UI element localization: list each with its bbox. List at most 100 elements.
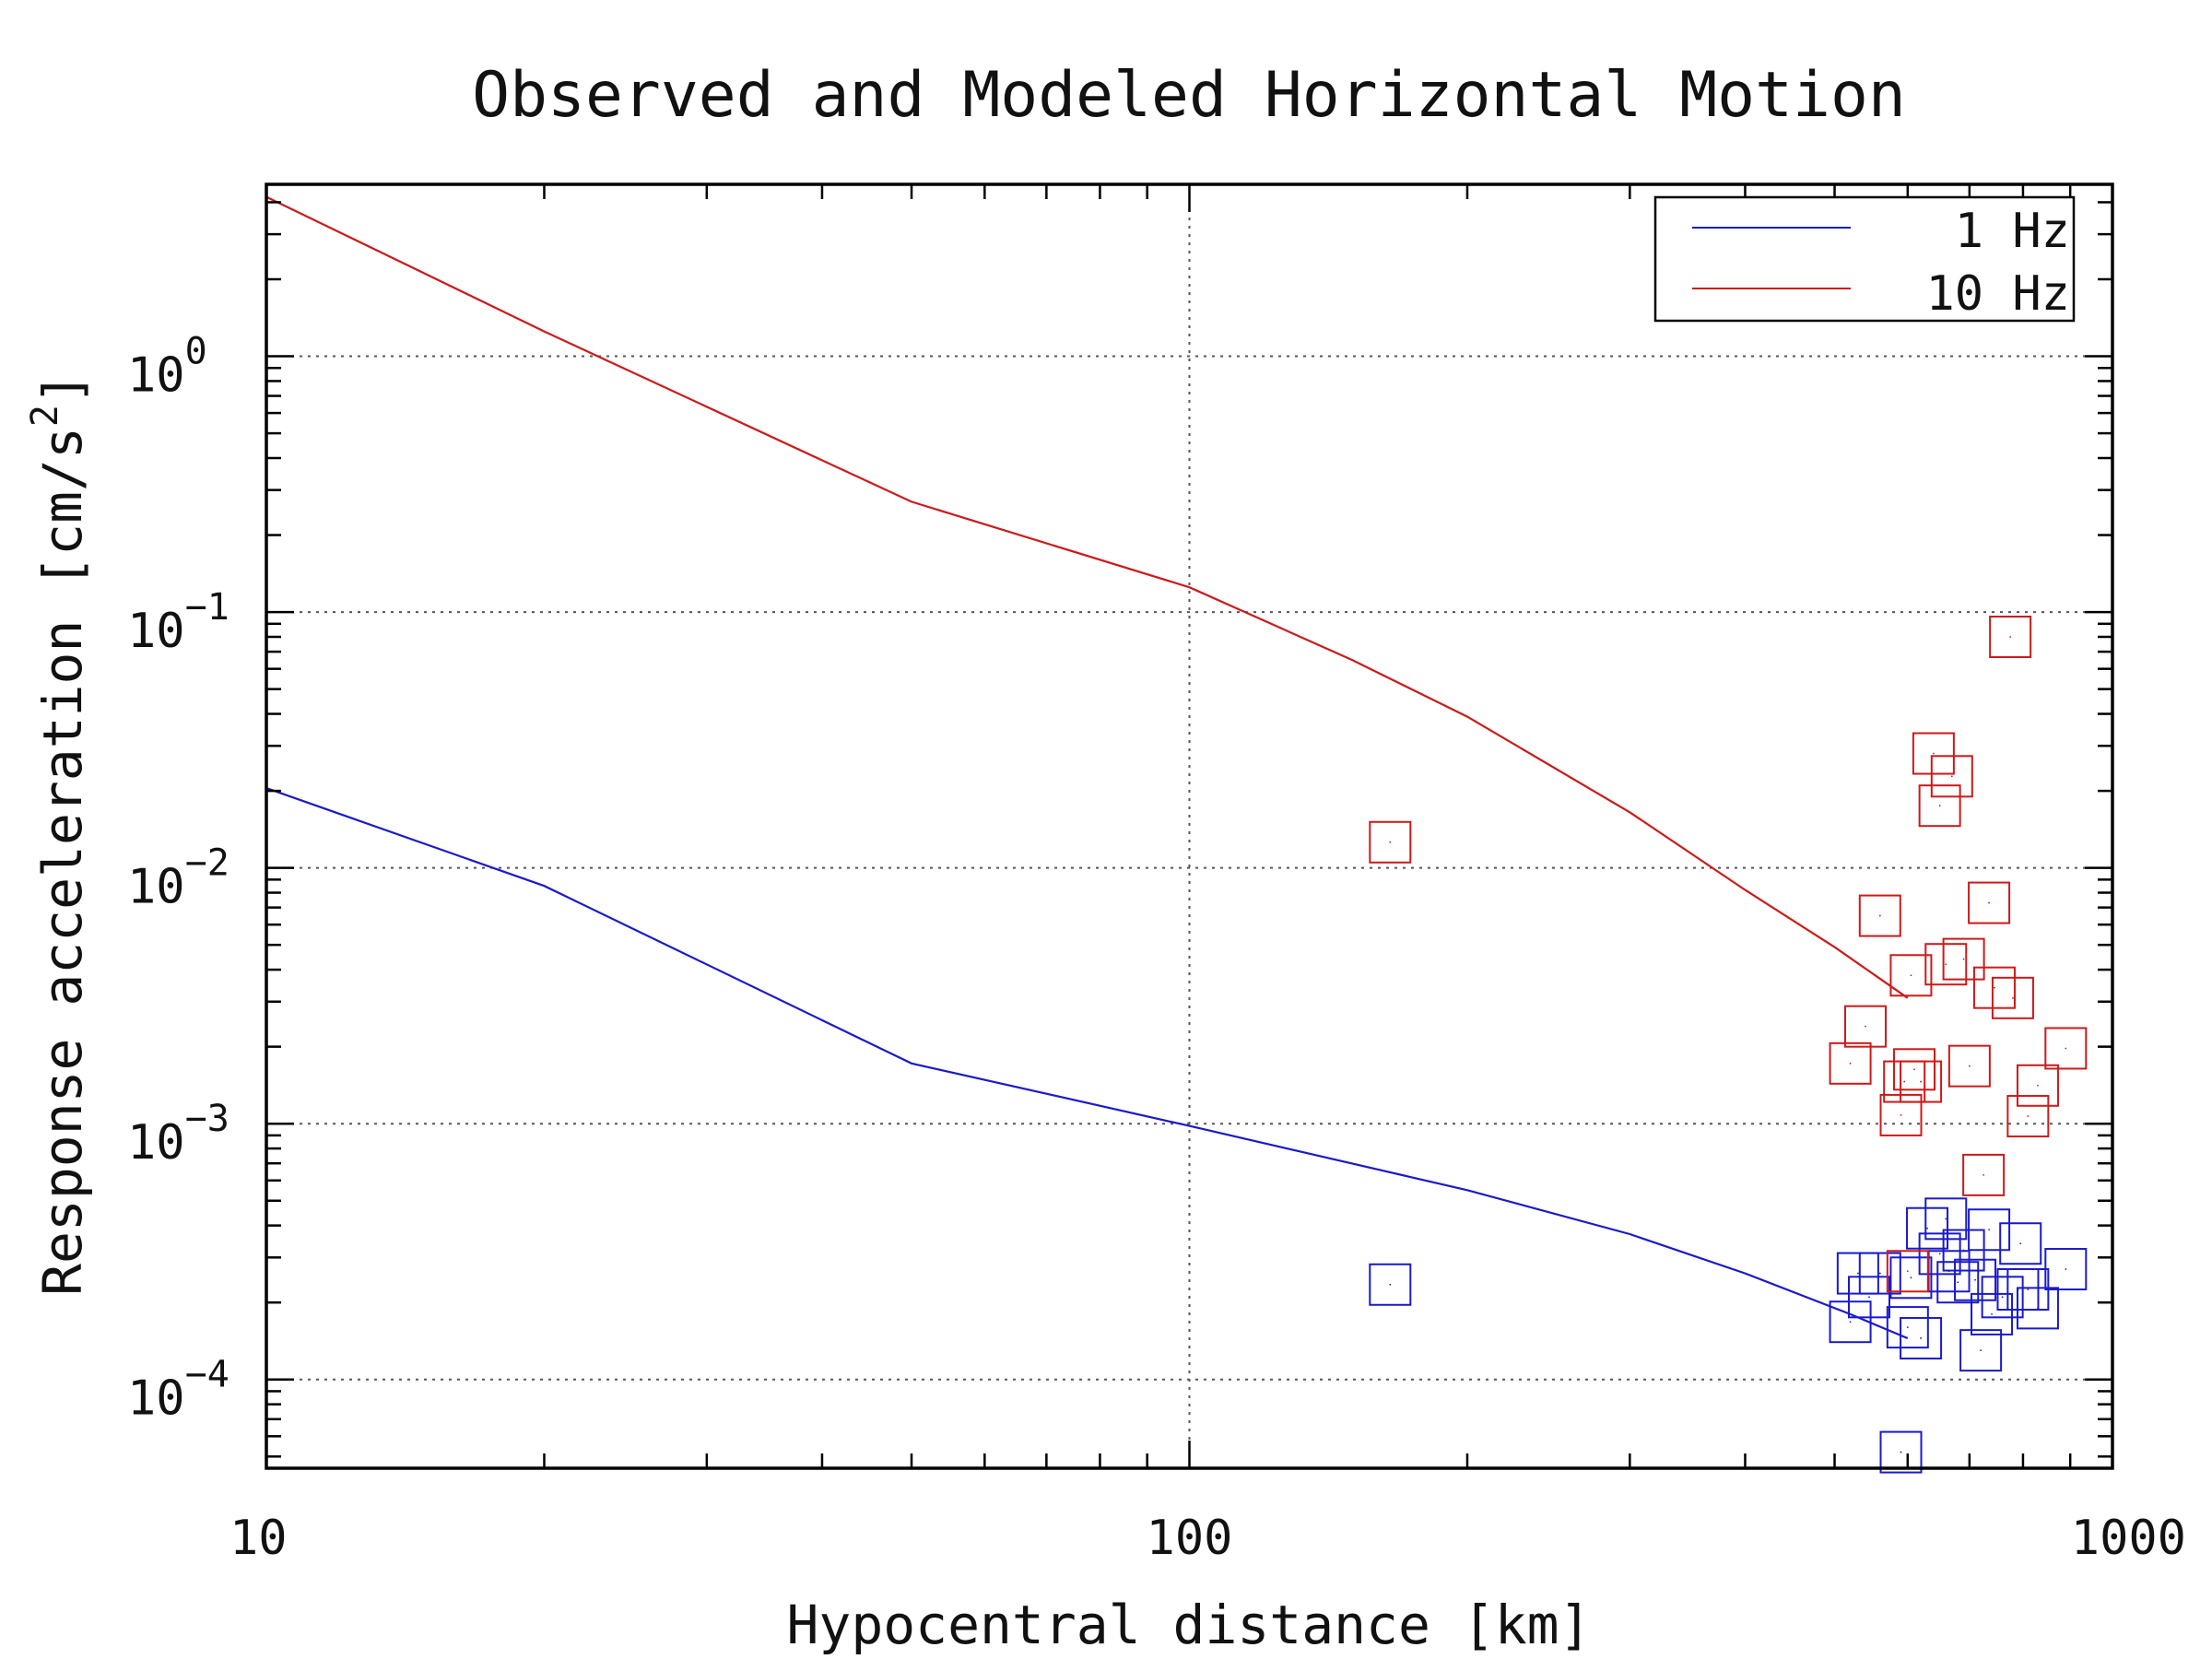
observation-center-dot (1913, 1068, 1915, 1071)
x-tick-label: 1000 (2071, 1511, 2186, 1566)
y-tick-label: 10−1 (127, 586, 229, 659)
observation-marker (1930, 755, 1973, 798)
observation-marker (1942, 937, 1985, 981)
observation-marker (1906, 1206, 1949, 1250)
observation-marker (2016, 1064, 2059, 1107)
observation-center-dot (1938, 805, 1941, 807)
observation-center-dot (2065, 1047, 2067, 1050)
observation-marker (1972, 966, 2016, 1009)
observation-marker (1936, 1261, 1980, 1304)
observation-center-dot (1957, 1281, 1959, 1284)
grid-lines (266, 184, 2112, 1468)
observation-center-dot (1906, 1326, 1909, 1328)
observation-center-dot (1878, 914, 1881, 917)
observation-markers (1369, 615, 2088, 1474)
observation-marker (1968, 881, 2011, 924)
observation-center-dot (1878, 1272, 1881, 1275)
observation-marker (1900, 1316, 1943, 1359)
observation-center-dot (1988, 901, 1990, 904)
legend-box (1653, 195, 2076, 323)
observation-center-dot (1903, 1080, 1906, 1083)
observation-center-dot (1849, 1321, 1852, 1324)
observation-center-dot (1900, 1451, 1902, 1453)
observation-marker (1971, 1292, 2014, 1335)
observation-center-dot (2009, 636, 2012, 638)
observation-center-dot (1906, 1270, 1909, 1273)
model-lines (265, 195, 1909, 1340)
y-tick-label: 10−2 (127, 842, 229, 915)
observation-center-dot (1900, 1114, 1902, 1116)
observation-center-dot (1910, 1277, 1912, 1279)
x-tick-label: 10 (229, 1511, 288, 1566)
observation-center-dot (1980, 1349, 1983, 1352)
observation-center-dot (2019, 1242, 2022, 1245)
observation-marker (1918, 784, 1961, 828)
observation-center-dot (1868, 1296, 1870, 1299)
observation-marker (1962, 1153, 2006, 1196)
y-tick-label: 100 (127, 331, 207, 404)
observation-marker (1848, 1276, 1891, 1319)
legend-label-1hz: 1 Hz (1955, 204, 2070, 259)
x-tick-labels: 10 100 1000 (229, 1511, 2186, 1566)
observation-center-dot (2027, 1288, 2030, 1290)
observation-center-dot (2037, 1084, 2039, 1087)
observation-marker (1989, 615, 2032, 658)
y-axis-label-text: Response acceleration [cm/s (31, 427, 94, 1296)
observation-center-dot (1988, 1229, 1990, 1231)
observation-marker (1886, 1250, 1929, 1293)
y-axis-label: Response acceleration [cm/s2] (24, 372, 94, 1296)
observation-center-dot (1968, 1065, 1971, 1067)
observation-center-dot (1856, 1272, 1859, 1275)
observation-center-dot (1920, 1337, 1922, 1339)
observation-marker (1991, 976, 2034, 1019)
observation-marker (1836, 1252, 1879, 1295)
y-tick-labels: 100 10−1 10−2 10−3 10−4 (127, 331, 229, 1427)
observation-center-dot (1945, 1218, 1947, 1220)
observation-center-dot (1991, 1312, 1993, 1315)
observation-marker (1369, 1263, 1412, 1306)
observation-center-dot (2001, 1296, 2004, 1299)
observation-center-dot (1389, 841, 1392, 843)
observation-center-dot (1945, 963, 1947, 966)
observation-center-dot (1983, 1173, 1985, 1176)
observation-center-dot (1910, 974, 1912, 977)
observation-marker (2044, 1248, 2088, 1291)
observation-marker (1912, 732, 1955, 775)
x-tick-label: 100 (1147, 1511, 1233, 1566)
observation-center-dot (1962, 958, 1965, 960)
observation-marker (1858, 1252, 1901, 1295)
observation-marker (1942, 1229, 1985, 1272)
legend: 1 Hz 10 Hz (1653, 195, 2076, 323)
observation-marker (1893, 1048, 1936, 1091)
observation-center-dot (1920, 1080, 1922, 1083)
observation-marker (2016, 1287, 2059, 1330)
observation-center-dot (1865, 1025, 1866, 1028)
observation-center-dot (1932, 752, 1935, 755)
observation-marker (1924, 943, 1968, 986)
observation-center-dot (1389, 1283, 1392, 1286)
observation-marker (1843, 1005, 1887, 1048)
legend-label-10hz: 10 Hz (1925, 266, 2070, 322)
y-axis-label-exponent: 2 (24, 405, 66, 427)
observation-center-dot (1938, 1253, 1941, 1255)
y-tick-label: 10−4 (127, 1354, 229, 1427)
observation-center-dot (1974, 1278, 1976, 1281)
observation-center-dot (1994, 986, 1995, 989)
y-tick-label: 10−3 (127, 1098, 229, 1171)
observation-marker (1959, 1329, 2003, 1372)
observation-marker (1981, 1276, 2024, 1319)
observation-center-dot (1950, 775, 1953, 778)
observation-center-dot (1849, 1062, 1852, 1065)
observation-marker (1999, 1222, 2042, 1265)
observation-marker (1889, 1256, 1933, 1300)
axis-ticks (265, 184, 2112, 1468)
observation-marker (1918, 1232, 1961, 1276)
observation-marker (1954, 1258, 1997, 1301)
model-line-1hz (265, 787, 1909, 1340)
observation-center-dot (2012, 996, 2014, 999)
observation-center-dot (2065, 1268, 2067, 1270)
observation-marker (1924, 1197, 1968, 1241)
observation-center-dot (1926, 1227, 1928, 1230)
observation-center-dot (1962, 1249, 1965, 1252)
